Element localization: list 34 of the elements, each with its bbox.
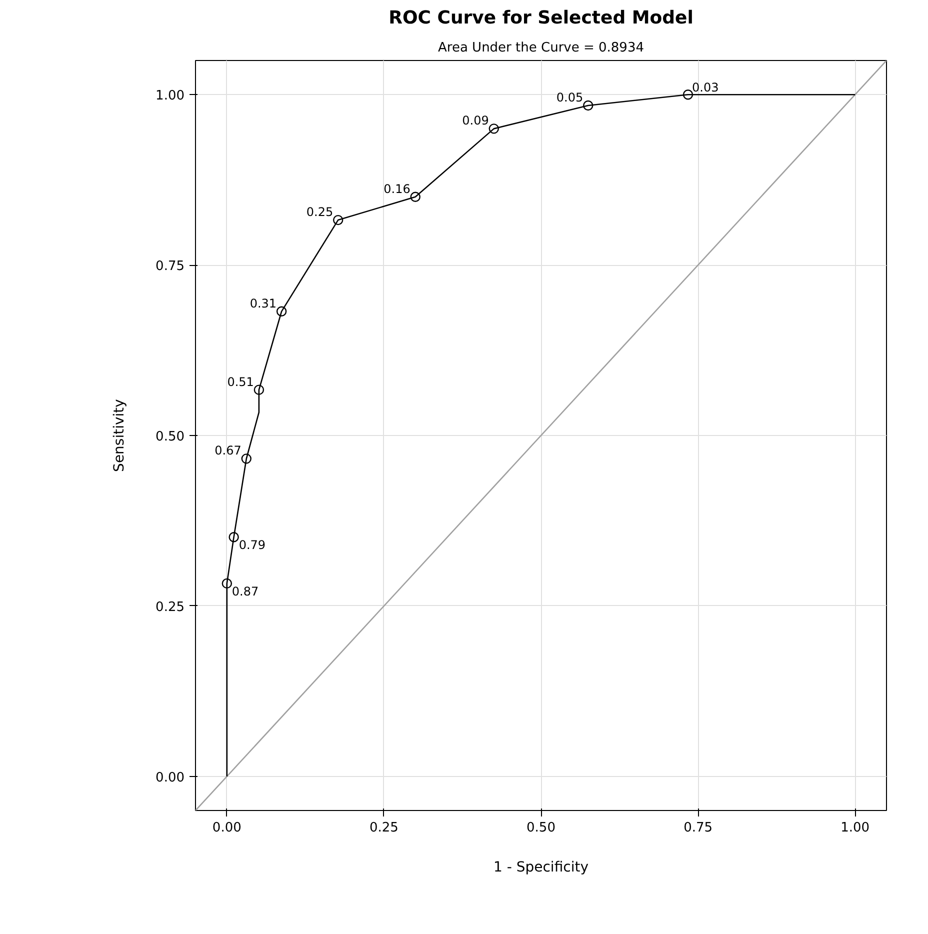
x-tick-label: 0.50 — [526, 820, 556, 836]
y-tick-label: 1.00 — [156, 88, 185, 104]
annotation: 0.79 — [238, 538, 266, 552]
annotation: 0.05 — [556, 90, 584, 104]
point — [276, 306, 287, 316]
x-axis-title: 1 - Specificity — [493, 860, 589, 876]
y-axis-title: Sensitivity — [112, 399, 128, 472]
y-tick-label: 0.25 — [156, 600, 185, 615]
y-tick-label: 0.75 — [156, 259, 185, 274]
chart-title: ROC Curve for Selected Model — [388, 8, 694, 28]
point — [222, 578, 232, 589]
annotation: 0.03 — [692, 80, 719, 95]
annotation: 0.51 — [227, 374, 254, 389]
annotation: 0.09 — [462, 114, 489, 128]
point — [228, 532, 239, 542]
x-tick-label: 0.25 — [369, 820, 398, 836]
y-tick-label: 0.00 — [156, 770, 185, 786]
x-tick-label: 0.75 — [684, 820, 713, 836]
annotation: 0.16 — [384, 182, 410, 196]
point — [254, 384, 264, 395]
chart-subtitle: Area Under the Curve = 0.8934 — [438, 40, 644, 56]
annotation: 0.31 — [250, 296, 277, 310]
point — [583, 100, 594, 111]
annotation: 0.87 — [232, 584, 259, 598]
point — [332, 214, 344, 226]
annotation: 0.25 — [306, 205, 334, 220]
x-tick-label: 1.00 — [840, 820, 870, 836]
point — [488, 124, 499, 134]
annotation: 0.67 — [214, 444, 242, 458]
x-tick-label: 0.00 — [212, 820, 242, 836]
y-tick-label: 0.50 — [156, 430, 185, 444]
point — [241, 454, 252, 464]
point — [410, 192, 420, 202]
point — [682, 90, 694, 100]
